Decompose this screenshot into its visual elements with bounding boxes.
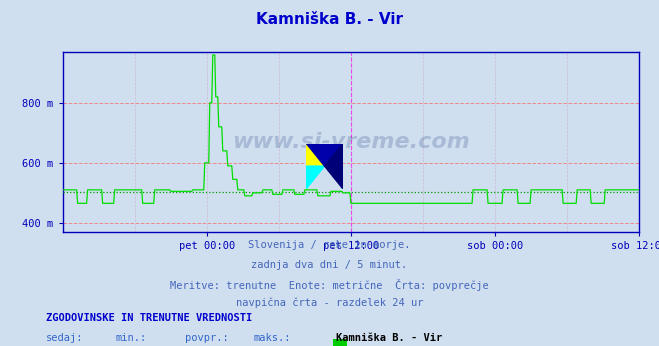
Text: Slovenija / reke in morje.: Slovenija / reke in morje. — [248, 240, 411, 251]
Text: Kamniška B. - Vir: Kamniška B. - Vir — [336, 333, 442, 343]
Polygon shape — [306, 144, 325, 166]
Text: Kamniška B. - Vir: Kamniška B. - Vir — [256, 12, 403, 27]
Polygon shape — [306, 144, 343, 166]
Text: maks.:: maks.: — [254, 333, 291, 343]
Text: povpr.:: povpr.: — [185, 333, 228, 343]
Text: navpična črta - razdelek 24 ur: navpična črta - razdelek 24 ur — [236, 298, 423, 308]
Polygon shape — [325, 144, 343, 189]
Text: Meritve: trenutne  Enote: metrične  Črta: povprečje: Meritve: trenutne Enote: metrične Črta: … — [170, 279, 489, 291]
Text: min.:: min.: — [115, 333, 146, 343]
Text: zadnja dva dni / 5 minut.: zadnja dva dni / 5 minut. — [251, 260, 408, 270]
Text: www.si-vreme.com: www.si-vreme.com — [232, 132, 470, 152]
Polygon shape — [306, 166, 325, 189]
Text: ZGODOVINSKE IN TRENUTNE VREDNOSTI: ZGODOVINSKE IN TRENUTNE VREDNOSTI — [46, 313, 252, 323]
Text: sedaj:: sedaj: — [46, 333, 84, 343]
